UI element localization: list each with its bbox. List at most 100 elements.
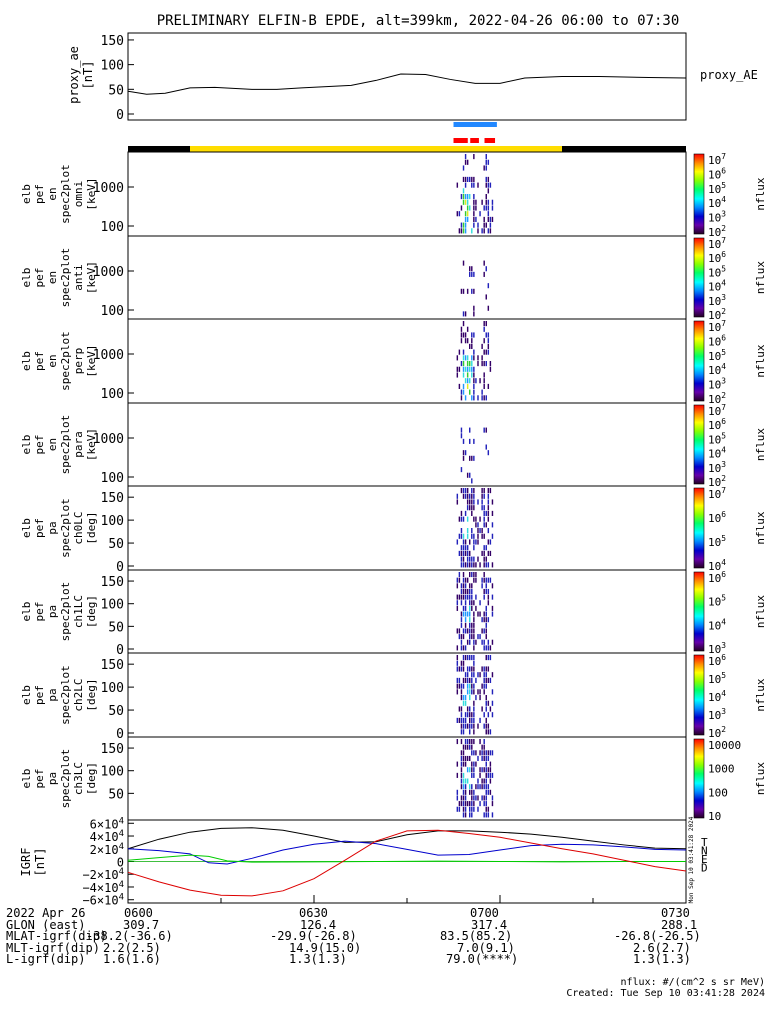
spectrogram-cell — [464, 755, 467, 762]
spectrogram-cell — [473, 617, 475, 623]
spectrogram-cell — [466, 545, 469, 551]
spectrogram-cell — [491, 594, 494, 600]
spectrogram-cell — [473, 739, 475, 745]
spectrogram-cell — [458, 706, 461, 712]
spectrogram-cell — [469, 493, 471, 499]
spectrogram-cell — [469, 438, 471, 444]
spectrogram-cell — [466, 801, 469, 807]
spectrogram-cell — [477, 528, 479, 534]
spectrogram-cell — [489, 655, 492, 661]
spectrogram-cell — [469, 194, 471, 200]
spectrogram-cell — [485, 801, 487, 807]
spectrogram-cell — [481, 493, 483, 499]
spectrogram-cell — [477, 222, 479, 228]
spectrogram-cell — [491, 639, 494, 645]
spectrogram-cell — [475, 205, 477, 211]
spectrogram-cell — [473, 801, 475, 807]
y-tick-label: 4×104 — [90, 829, 124, 844]
y-axis-label: spec2plot — [59, 749, 72, 809]
spectrogram-cell — [456, 600, 459, 606]
spectrogram-cell — [466, 472, 469, 478]
y-axis-label: [deg] — [85, 595, 98, 628]
spectrogram-cell — [485, 806, 487, 812]
spectrogram-cell — [466, 611, 469, 617]
spectrogram-cell — [483, 784, 485, 790]
spectrogram-cell — [487, 588, 490, 595]
spectrogram-cell — [473, 556, 475, 562]
spectrogram-cell — [481, 199, 483, 205]
spectrogram-cell — [462, 539, 465, 545]
spectrogram-cell — [473, 562, 475, 568]
spectrogram-cell — [466, 767, 469, 773]
spectrogram-cell — [481, 666, 483, 672]
spectrogram-cell — [479, 717, 481, 723]
spectrogram-cell — [471, 784, 473, 790]
spectrogram-cell — [464, 717, 467, 723]
spectrogram-cell — [483, 628, 485, 634]
spectrogram-cell — [483, 712, 485, 718]
spectrogram-cell — [466, 744, 469, 750]
spectrogram-cell — [487, 755, 490, 762]
spectrogram-cell — [485, 666, 487, 672]
spectrogram-cell — [483, 516, 485, 522]
spectrogram-cell — [466, 655, 469, 661]
spectrogram-cell — [456, 761, 459, 767]
spectrogram-cell — [462, 755, 465, 762]
y-axis-label: pef — [33, 685, 46, 705]
spectrogram-cell — [483, 378, 485, 384]
spectrogram-cell — [487, 450, 490, 456]
spectrogram-cell — [460, 695, 463, 701]
spectrogram-cell — [487, 539, 490, 545]
colorbar-label: nflux — [754, 177, 767, 210]
spectrogram-cell — [462, 605, 465, 611]
colorbar — [693, 738, 705, 819]
spectrogram-cell — [489, 729, 492, 735]
spectrogram-cell — [460, 689, 463, 695]
units-note: nflux: #/(cm^2 s sr MeV) — [620, 977, 766, 988]
spectrogram-cell — [483, 677, 485, 683]
spectrogram-cell — [466, 216, 469, 222]
spectrogram-cell — [462, 550, 465, 556]
y-axis-label: [deg] — [85, 678, 98, 711]
spectrogram-cell — [469, 639, 471, 645]
y-tick-label: 100 — [101, 514, 124, 529]
spectrogram-cell — [481, 361, 483, 367]
colorbar — [693, 404, 705, 485]
spectrogram-cell — [456, 628, 459, 634]
spectrogram-cell — [462, 695, 465, 701]
spectrogram-cell — [460, 617, 463, 623]
spectrogram-cell — [471, 478, 473, 484]
spectrogram-cell — [473, 729, 475, 735]
proxy-ae-frame — [127, 32, 687, 121]
spectrogram-cell — [469, 499, 471, 505]
spectrogram-cell — [483, 778, 485, 784]
spectrogram-cell — [479, 672, 481, 678]
y-axis-label: pa — [46, 688, 59, 701]
spectrogram-cell — [487, 182, 490, 188]
spectrogram-cell — [471, 761, 473, 767]
spectrogram-cell — [473, 199, 475, 205]
spectrogram-cell — [466, 677, 469, 683]
y-axis-label: spec2plot — [59, 248, 72, 308]
spectrogram-cell — [483, 755, 485, 762]
spectrogram-cell — [487, 789, 490, 795]
spectrogram-cell — [460, 583, 463, 589]
spectrogram-cell — [460, 755, 463, 762]
spectrogram-cell — [466, 505, 469, 511]
spectrogram-cell — [473, 372, 475, 378]
spectrogram-cell — [489, 182, 492, 188]
spectrogram-cell — [471, 689, 473, 695]
collection-marker — [453, 138, 468, 143]
spectrogram-cell — [462, 165, 465, 171]
spectrogram-cell — [481, 778, 483, 784]
colorbar-tick-label: 105 — [708, 671, 726, 686]
spectrogram-cell — [460, 326, 463, 332]
colorbar-tick-label: 102 — [708, 725, 726, 740]
y-axis-label: [nT] — [81, 61, 95, 90]
spectrogram-cell — [466, 639, 469, 645]
colorbar-label: nflux — [754, 428, 767, 461]
spectrogram-cell — [464, 159, 467, 165]
spectrogram-cell — [462, 645, 465, 651]
igrf-legend-entry: E — [701, 853, 708, 866]
spectrogram-cell — [481, 488, 483, 494]
